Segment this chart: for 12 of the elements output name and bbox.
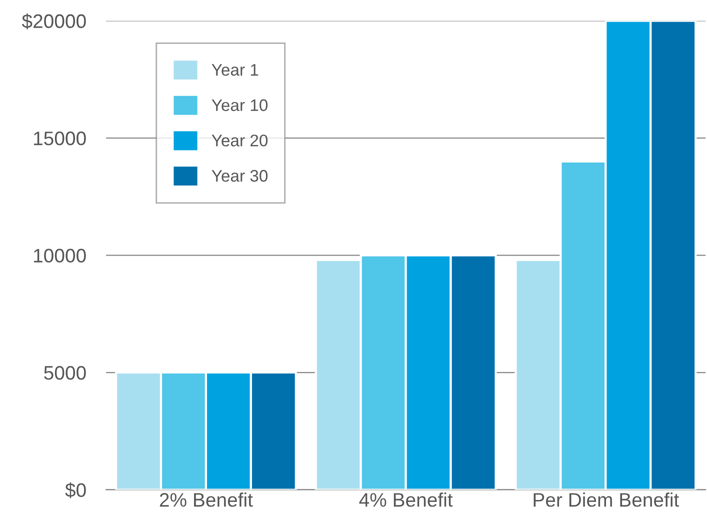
- legend-label: Year 30: [212, 170, 268, 182]
- y-tick-label: $0: [65, 482, 86, 498]
- y-tick-label: 5000: [44, 366, 86, 380]
- x-tick-label: Per Diem Benefit: [534, 492, 680, 507]
- y-tick-label: 10000: [34, 248, 86, 263]
- y-tick-label: 15000: [34, 132, 86, 146]
- legend-label: Year 1: [212, 64, 258, 76]
- x-tick-label: 4% Benefit: [359, 492, 453, 507]
- legend-label: Year 20: [212, 134, 268, 146]
- x-tick-label: 2% Benefit: [160, 492, 253, 507]
- legend-label: Year 10: [212, 99, 268, 112]
- y-tick-label: $20000: [22, 13, 86, 30]
